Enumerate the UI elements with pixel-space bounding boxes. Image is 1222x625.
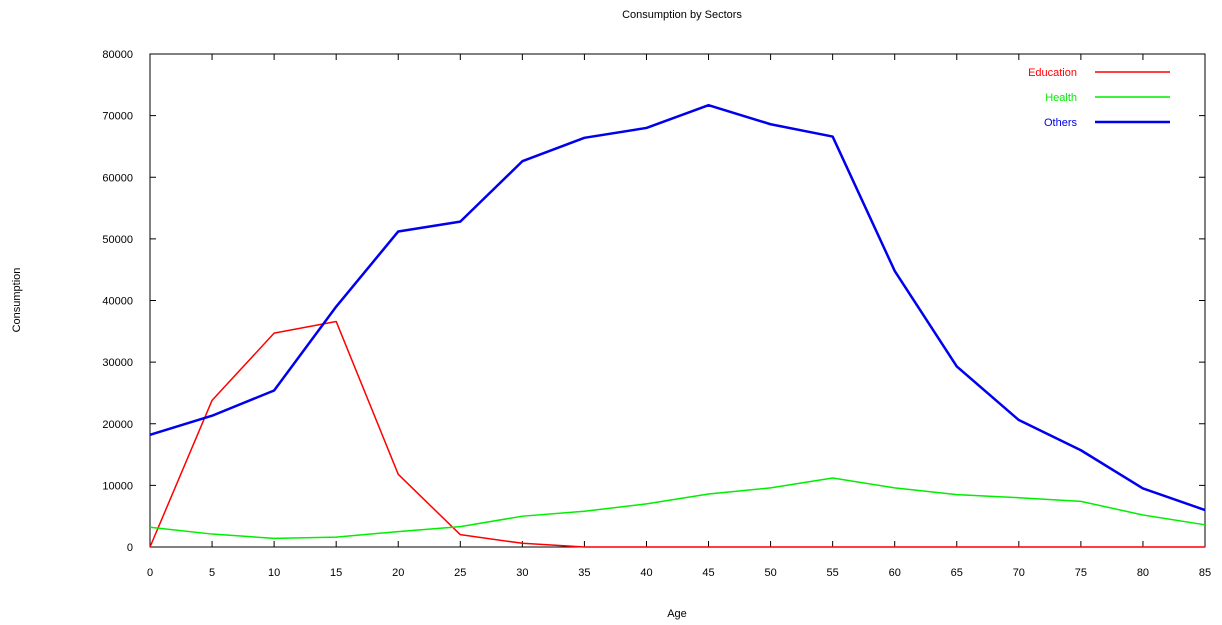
x-tick-label: 30 [516, 567, 528, 579]
x-tick-label: 60 [889, 567, 901, 579]
legend: Education Health Others [1028, 67, 1170, 129]
x-tick-label: 15 [330, 567, 342, 579]
y-tick-label: 10000 [102, 480, 133, 492]
x-tick-label: 35 [578, 567, 590, 579]
y-tick-label: 30000 [102, 357, 133, 369]
y-tick-label: 80000 [102, 49, 133, 61]
chart-title: Consumption by Sectors [622, 9, 742, 21]
y-tick-label: 20000 [102, 419, 133, 431]
y-tick-label: 0 [127, 542, 133, 554]
series-line-education [149, 320, 1205, 548]
y-tick-label: 40000 [102, 296, 133, 308]
x-tick-label: 25 [454, 567, 466, 579]
series-line-health [149, 477, 1206, 540]
y-tick-label: 60000 [102, 172, 133, 184]
y-tick-label: 50000 [102, 234, 133, 246]
x-tick-label: 0 [147, 567, 153, 579]
x-axis-label: Age [667, 608, 687, 620]
series-line-others [149, 103, 1206, 512]
x-tick-label: 40 [640, 567, 652, 579]
series-lines [149, 103, 1206, 548]
y-axis-label: Consumption [11, 268, 23, 333]
x-tick-label: 85 [1199, 567, 1211, 579]
y-tick-label: 70000 [102, 111, 133, 123]
x-tick-label: 75 [1075, 567, 1087, 579]
legend-label-others: Others [1044, 117, 1078, 129]
x-tick-label: 70 [1013, 567, 1025, 579]
x-tick-label: 10 [268, 567, 280, 579]
x-tick-label: 55 [827, 567, 839, 579]
legend-label-health: Health [1045, 92, 1077, 104]
legend-label-education: Education [1028, 67, 1077, 79]
x-tick-label: 45 [702, 567, 714, 579]
x-tick-label: 80 [1137, 567, 1149, 579]
x-tick-label: 20 [392, 567, 404, 579]
x-tick-label: 50 [764, 567, 776, 579]
x-tick-label: 65 [951, 567, 963, 579]
axis-ticks: 0 5 10 15 20 25 30 35 40 45 50 55 60 65 70 75 80 85 0 10000… [102, 49, 1211, 579]
x-tick-label: 5 [209, 567, 215, 579]
